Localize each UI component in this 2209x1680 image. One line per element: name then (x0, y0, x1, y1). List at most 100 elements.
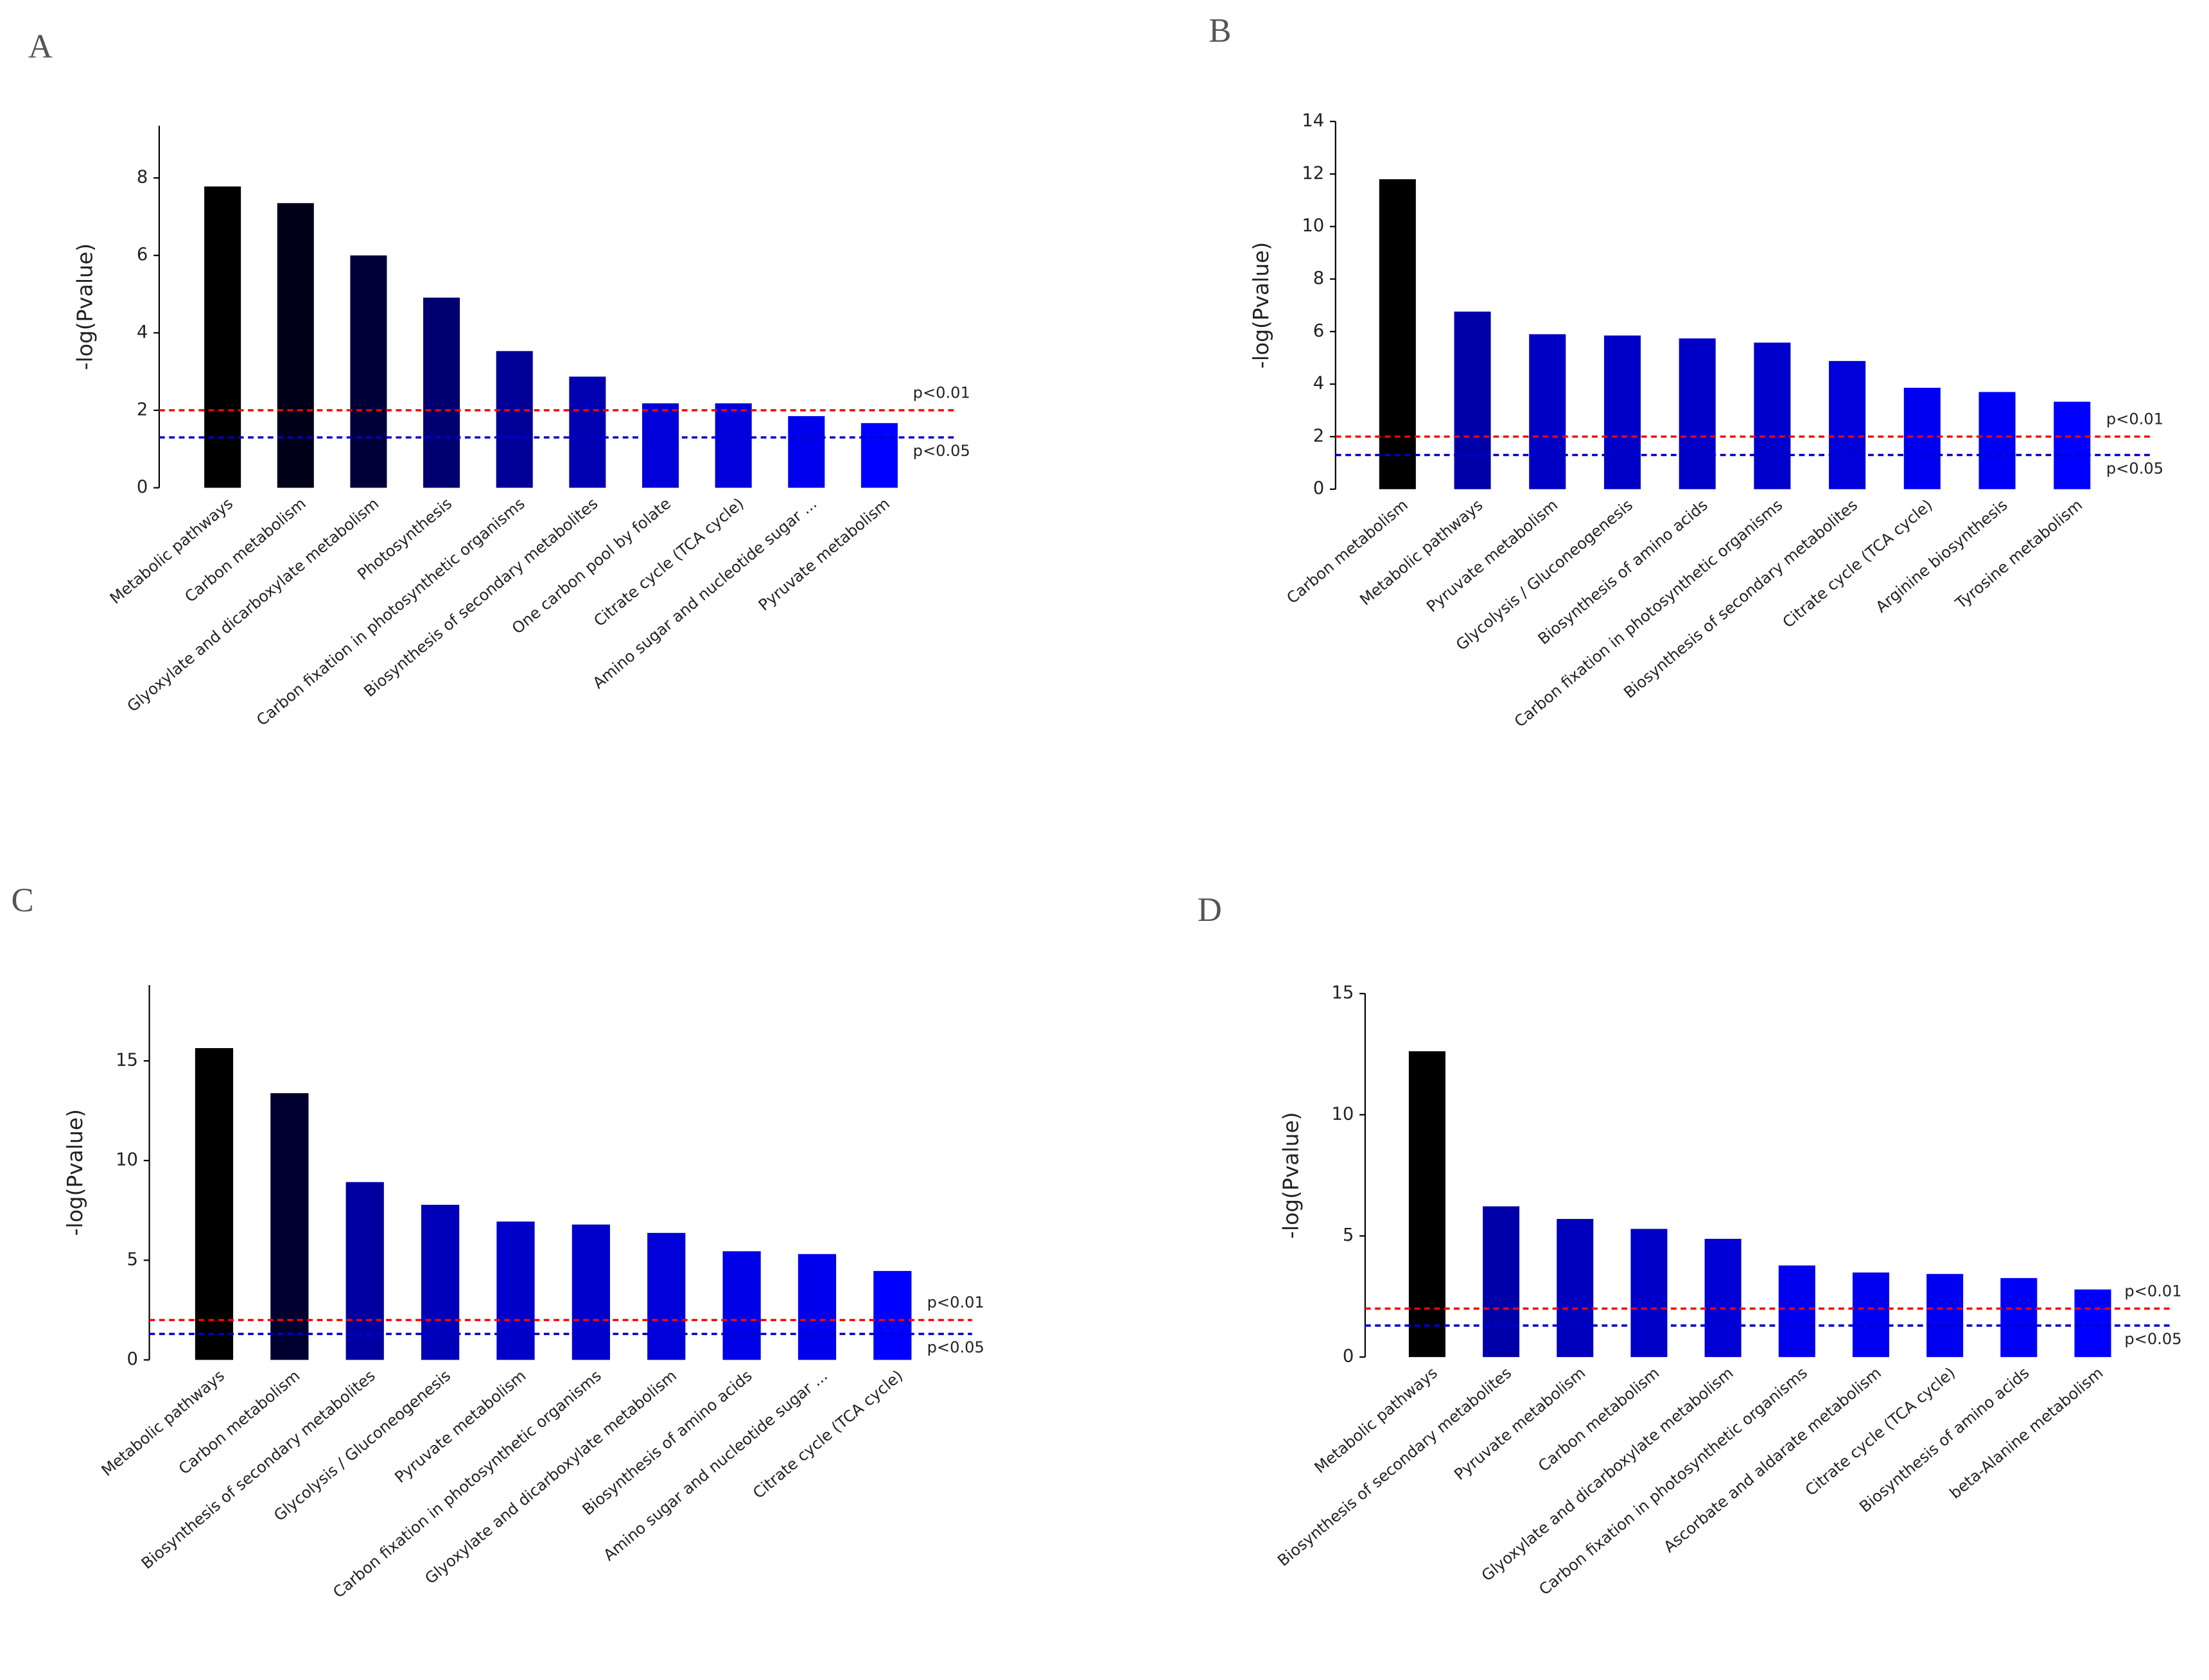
y-tick-label: 15 (116, 1050, 138, 1070)
bar (1852, 1272, 1889, 1358)
x-tick-label: Metabolic pathways (107, 494, 236, 608)
bar (873, 1271, 912, 1360)
bar (423, 297, 460, 488)
y-tick-label: 0 (127, 1349, 138, 1369)
y-tick-label: 2 (1313, 426, 1324, 446)
x-tick-label: Carbon metabolism (1284, 496, 1411, 608)
reference-label: p<0.01 (927, 1293, 984, 1311)
reference-label: p<0.01 (2106, 410, 2163, 428)
bar (1483, 1206, 1520, 1358)
bar (569, 376, 606, 488)
reference-label: p<0.05 (2124, 1330, 2181, 1348)
bar (350, 255, 387, 488)
bar (270, 1093, 309, 1360)
bar (1557, 1219, 1594, 1358)
bar (1778, 1265, 1815, 1358)
bar (1454, 311, 1491, 489)
bar (1829, 361, 1866, 489)
y-tick-label: 8 (1313, 268, 1324, 288)
y-tick-label: 0 (137, 477, 148, 497)
panel-label: D (1198, 891, 1222, 929)
x-tick-label: Pyruvate metabolism (1423, 496, 1561, 616)
bar (1408, 1051, 1445, 1358)
x-tick-label: beta-Alanine metabolism (1946, 1364, 2107, 1503)
y-axis-label: -log(Pvalue) (1248, 242, 1273, 369)
bar (1704, 1239, 1742, 1358)
x-tick-label: Metabolic pathways (1356, 496, 1486, 609)
bar (1978, 392, 2016, 489)
y-tick-label: 10 (1331, 1104, 1354, 1124)
y-tick-label: 8 (137, 168, 148, 188)
bar (1529, 334, 1566, 489)
bar (715, 403, 752, 488)
x-tick-label: Citrate cycle (TCA cycle) (1779, 496, 1936, 631)
bar (204, 186, 241, 488)
bar (722, 1251, 761, 1360)
y-tick-label: 6 (137, 245, 148, 265)
reference-label: p<0.01 (2124, 1282, 2181, 1300)
y-axis-label: -log(Pvalue) (72, 243, 97, 370)
y-tick-label: 14 (1302, 111, 1324, 131)
panel-label: C (12, 882, 34, 919)
y-tick-label: 5 (127, 1250, 138, 1270)
y-tick-label: 10 (1302, 216, 1324, 236)
bar (345, 1182, 384, 1360)
x-tick-label: Carbon metabolism (181, 494, 309, 606)
x-tick-label: Arginine biosynthesis (1873, 496, 2011, 616)
bar (788, 416, 825, 488)
bar (1379, 179, 1416, 489)
y-tick-label: 12 (1302, 163, 1324, 183)
bar (421, 1205, 460, 1360)
bar (496, 1221, 535, 1360)
x-tick-label: Citrate cycle (TCA cycle) (749, 1367, 906, 1502)
reference-label: p<0.05 (927, 1338, 984, 1356)
y-tick-label: 10 (116, 1150, 138, 1170)
x-tick-label: Citrate cycle (TCA cycle) (1802, 1364, 1959, 1500)
y-tick-label: 5 (1343, 1225, 1354, 1245)
bar (642, 403, 679, 488)
bar (1903, 387, 1941, 489)
bar (2074, 1289, 2111, 1358)
bar (277, 203, 314, 488)
y-tick-label: 0 (1313, 478, 1324, 498)
x-tick-label: Carbon fixation in photosynthetic organi… (253, 494, 528, 730)
bar (496, 351, 533, 488)
bar (2054, 401, 2091, 489)
reference-label: p<0.05 (913, 442, 970, 460)
reference-label: p<0.01 (913, 384, 970, 402)
reference-label: p<0.05 (2106, 459, 2163, 477)
x-tick-label: Pyruvate metabolism (755, 494, 893, 615)
x-tick-label: Metabolic pathways (98, 1367, 228, 1480)
y-axis-label: -log(Pvalue) (1278, 1112, 1303, 1238)
bar (1630, 1229, 1668, 1358)
x-tick-label: Pyruvate metabolism (391, 1367, 529, 1487)
panel-label: B (1209, 12, 1231, 49)
x-tick-label: Citrate cycle (TCA cycle) (591, 494, 747, 630)
x-tick-label: Metabolic pathways (1311, 1364, 1441, 1477)
y-tick-label: 6 (1313, 321, 1324, 341)
bar (1926, 1273, 1964, 1358)
x-tick-label: Carbon metabolism (1535, 1364, 1663, 1476)
x-tick-label: Carbon fixation in photosynthetic organi… (1511, 496, 1786, 731)
bar (647, 1232, 686, 1360)
x-tick-label: Carbon metabolism (175, 1367, 303, 1478)
bar (1679, 338, 1716, 489)
y-tick-label: 0 (1343, 1347, 1354, 1367)
bar (1603, 335, 1641, 489)
x-tick-label: Tyrosine metabolism (1951, 496, 2086, 613)
bar (2000, 1278, 2038, 1358)
bar (1754, 342, 1791, 489)
x-tick-label: Carbon fixation in photosynthetic organi… (1535, 1364, 1810, 1599)
y-tick-label: 4 (1313, 374, 1324, 394)
y-tick-label: 15 (1331, 983, 1354, 1003)
bar (195, 1048, 234, 1360)
y-axis-label: -log(Pvalue) (62, 1109, 87, 1236)
x-tick-label: Glyoxylate and dicarboxylate metabolism (124, 494, 383, 715)
bar (572, 1224, 610, 1360)
x-tick-label: Carbon fixation in photosynthetic organi… (329, 1367, 604, 1602)
bar (798, 1254, 837, 1360)
bar (860, 423, 898, 488)
x-tick-label: Pyruvate metabolism (1451, 1364, 1589, 1484)
x-tick-label: Glyoxylate and dicarboxylate metabolism (1478, 1364, 1737, 1585)
